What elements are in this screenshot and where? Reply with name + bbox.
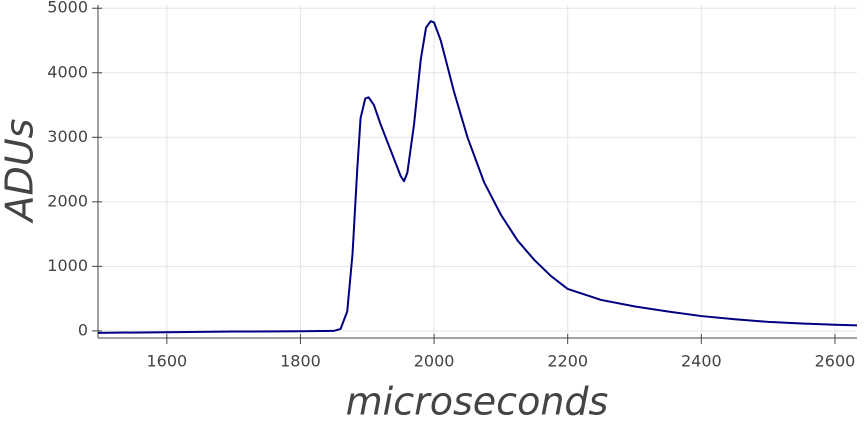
- x-tick-label: 2000: [414, 352, 455, 371]
- y-tick-label: 2000: [47, 191, 88, 210]
- data-line: [97, 20, 858, 334]
- y-axis-title: ADUs: [0, 119, 42, 225]
- y-tick-label: 3000: [47, 127, 88, 146]
- y-tick-label: 0: [78, 320, 88, 339]
- x-tick-label: 1800: [280, 352, 321, 371]
- y-tick-label: 1000: [47, 256, 88, 275]
- x-axis-title: microseconds: [346, 380, 609, 423]
- y-tick-label: 5000: [47, 0, 88, 17]
- x-tick-label: 2200: [547, 352, 588, 371]
- y-tick-label: 4000: [47, 62, 88, 81]
- x-tick-label: 1600: [146, 352, 187, 371]
- x-tick-label: 2600: [815, 352, 856, 371]
- x-tick-label: 2400: [681, 352, 722, 371]
